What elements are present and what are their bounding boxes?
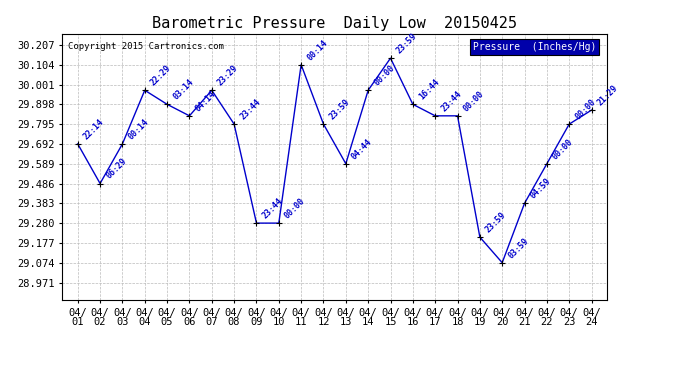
Text: 23:44: 23:44	[261, 196, 285, 220]
Text: 00:00: 00:00	[462, 89, 486, 113]
Text: 00:00: 00:00	[573, 97, 598, 122]
Text: 23:29: 23:29	[216, 63, 240, 87]
Text: 03:59: 03:59	[506, 236, 531, 260]
Text: 06:29: 06:29	[104, 157, 128, 181]
Text: 22:14: 22:14	[82, 117, 106, 141]
Text: 00:14: 00:14	[305, 38, 329, 62]
Title: Barometric Pressure  Daily Low  20150425: Barometric Pressure Daily Low 20150425	[152, 16, 517, 31]
Text: 23:59: 23:59	[395, 32, 419, 56]
Text: Copyright 2015 Cartronics.com: Copyright 2015 Cartronics.com	[68, 42, 224, 51]
Text: 00:00: 00:00	[373, 63, 396, 87]
Text: 23:44: 23:44	[238, 97, 262, 122]
Text: 00:00: 00:00	[551, 137, 575, 161]
Text: 16:44: 16:44	[417, 78, 441, 102]
Text: 00:14: 00:14	[126, 117, 150, 141]
Text: 03:14: 03:14	[171, 78, 195, 102]
Text: 00:00: 00:00	[283, 196, 307, 220]
Text: 23:59: 23:59	[484, 210, 508, 234]
Text: Pressure  (Inches/Hg): Pressure (Inches/Hg)	[473, 42, 596, 52]
Text: 04:14: 04:14	[194, 89, 217, 113]
Text: 04:44: 04:44	[350, 137, 374, 161]
Text: 23:59: 23:59	[328, 97, 352, 122]
Text: 21:29: 21:29	[595, 83, 620, 107]
Text: 04:59: 04:59	[529, 177, 553, 201]
Text: 23:44: 23:44	[440, 89, 464, 113]
Text: 22:29: 22:29	[149, 63, 173, 87]
